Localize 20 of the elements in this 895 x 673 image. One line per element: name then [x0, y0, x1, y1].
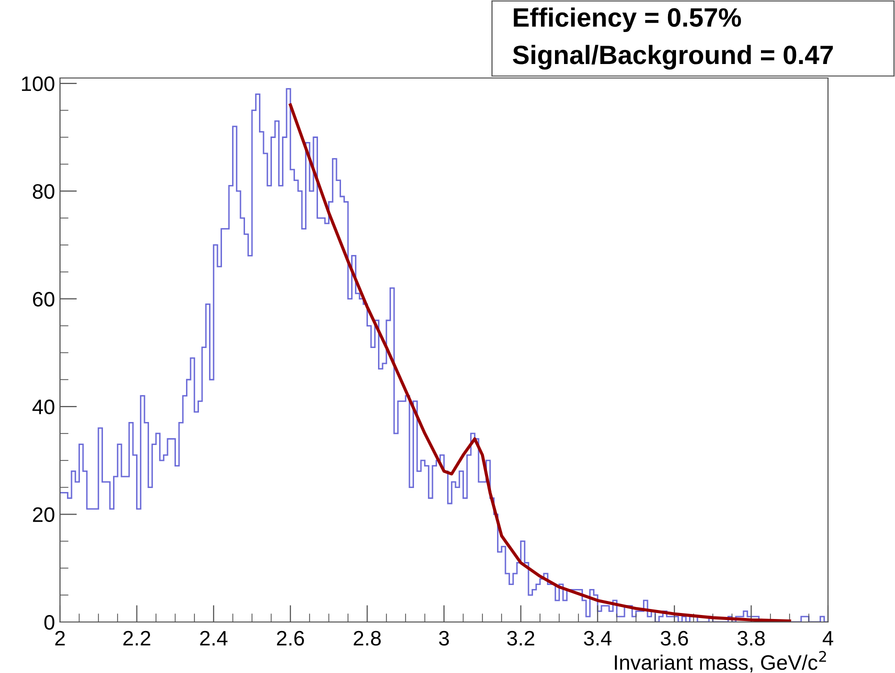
x-tick-label: 2.8	[354, 630, 381, 646]
text: Efficiency = 0.57%	[514, 7, 741, 32]
x-tick-label: 2.2	[123, 630, 150, 646]
x-tick-label: 3.8	[738, 630, 765, 646]
x-axis-title: Invariant mass, GeV/c$^{2}$	[614, 650, 826, 672]
y-tick-label: 60	[33, 292, 54, 307]
x-tick-label: 3	[439, 630, 449, 646]
x-tick-label: 2	[55, 630, 65, 646]
x-tick-label: 2.4	[200, 630, 228, 646]
x-tick-label: 3.4	[584, 630, 612, 646]
x-tick-label: 3.2	[507, 630, 534, 646]
y-tick-label: 0	[44, 615, 54, 630]
x-tick-label: 3.6	[660, 630, 688, 646]
y-tick-label: 100	[22, 76, 54, 92]
y-tick-label: 20	[33, 507, 54, 522]
x-tick-label: 4	[822, 631, 834, 646]
y-tick-label: 40	[32, 400, 54, 414]
y-tick-label: 80	[32, 184, 54, 199]
text: Signal/Background = 0.47	[512, 44, 833, 70]
x-tick-label: 2.6	[276, 630, 304, 646]
